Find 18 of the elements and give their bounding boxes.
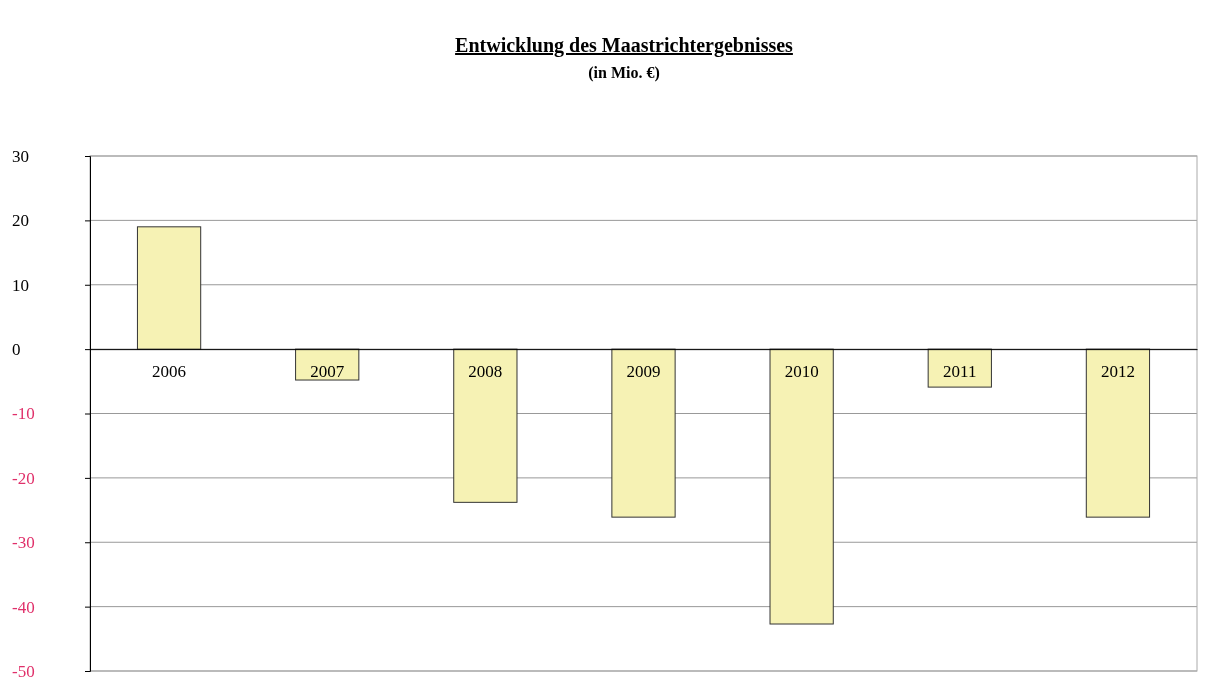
- y-tick-label: 0: [12, 340, 21, 360]
- y-tick-label: -50: [12, 661, 35, 681]
- x-tick-label: 2010: [784, 362, 819, 382]
- x-tick-label: 2012: [1100, 362, 1135, 382]
- chart-title: Entwicklung des Maastrichtergebnisses: [455, 34, 794, 57]
- chart-subtitle: (in Mio. €): [588, 64, 660, 82]
- y-tick-label: 20: [12, 211, 29, 231]
- y-tick-label: 10: [12, 275, 29, 295]
- y-tick-label: -10: [12, 404, 35, 424]
- x-tick-label: 2007: [310, 362, 345, 382]
- x-tick-label: 2009: [626, 362, 661, 382]
- x-tick-label: 2006: [152, 362, 187, 382]
- y-tick-label: 30: [12, 146, 29, 166]
- x-tick-label: 2008: [468, 362, 503, 382]
- y-tick-label: -20: [12, 468, 35, 488]
- y-tick-label: -40: [12, 597, 35, 617]
- y-tick-label: -30: [12, 533, 35, 553]
- x-tick-label: 2011: [943, 362, 977, 382]
